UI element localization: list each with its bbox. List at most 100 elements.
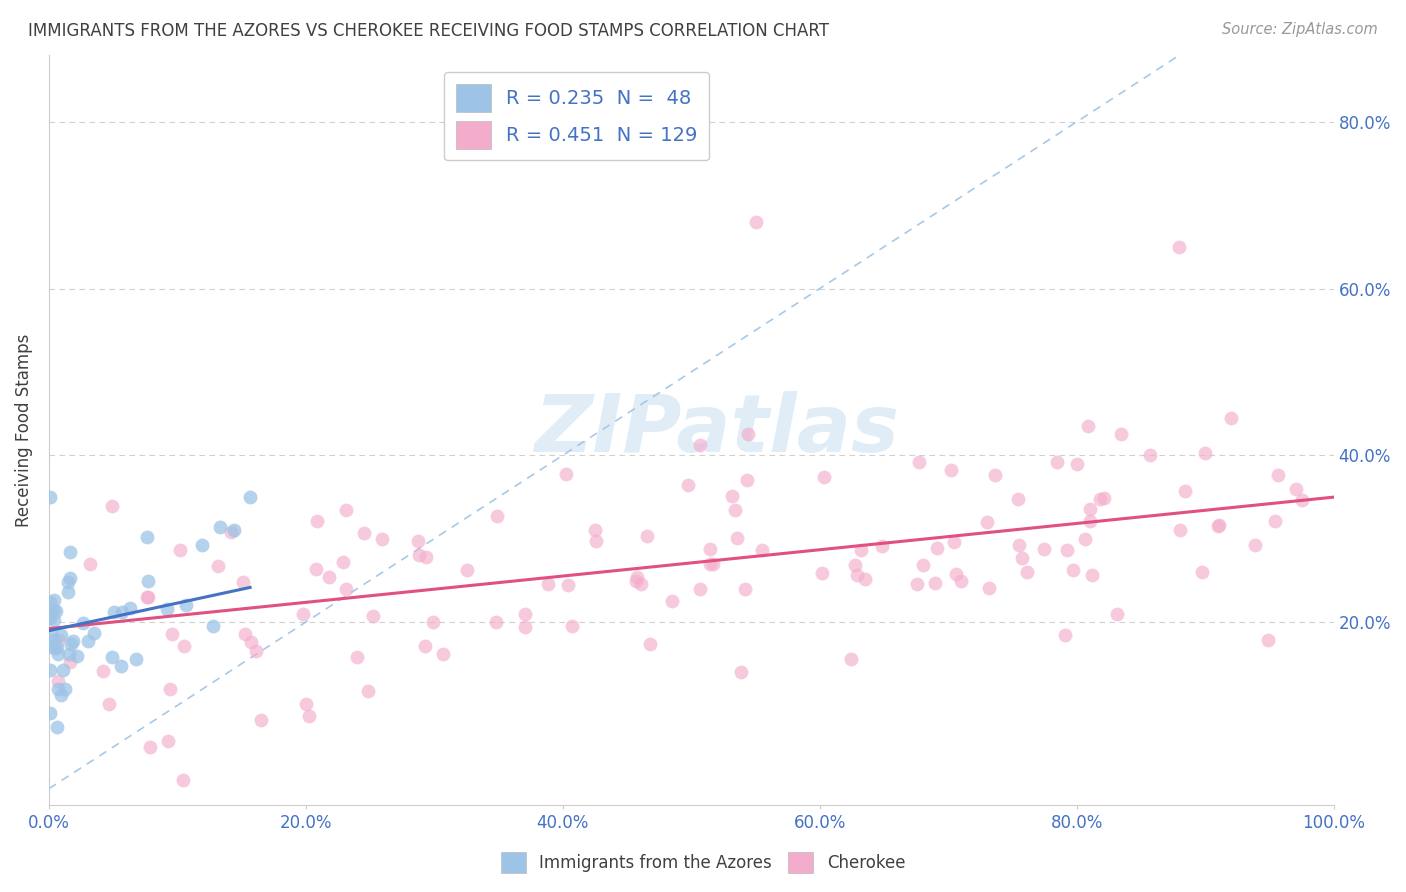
Point [1007, 491, 1029, 506]
Point [353, 526, 375, 541]
Point [636, 529, 658, 543]
Point [979, 582, 1001, 596]
Point [297, 709, 319, 723]
Point [927, 541, 949, 555]
Point [346, 650, 368, 665]
Point [1054, 628, 1077, 642]
Point [371, 532, 394, 546]
Point [630, 577, 652, 591]
Point [318, 569, 340, 583]
Point [136, 574, 159, 588]
Point [201, 619, 224, 633]
Point [136, 530, 159, 544]
Point [39, 663, 62, 677]
Point [72, 615, 94, 630]
Point [44, 603, 66, 617]
Point [699, 557, 721, 571]
Point [111, 605, 134, 619]
Point [699, 542, 721, 557]
Point [1078, 502, 1101, 516]
Point [156, 733, 179, 747]
Point [44, 641, 66, 656]
Point [1062, 563, 1084, 577]
Point [624, 574, 647, 588]
Point [232, 575, 254, 590]
Point [513, 607, 536, 621]
Point [1080, 567, 1102, 582]
Point [702, 557, 724, 571]
Point [1257, 632, 1279, 647]
Point [59, 655, 82, 669]
Point [335, 582, 357, 596]
Point [239, 490, 262, 504]
Point [39, 595, 62, 609]
Point [39, 610, 62, 624]
Point [59, 545, 82, 559]
Point [39, 607, 62, 622]
Point [136, 591, 159, 605]
Point [734, 582, 756, 596]
Point [661, 593, 683, 607]
Point [191, 538, 214, 552]
Point [415, 550, 437, 565]
Legend: R = 0.235  N =  48, R = 0.451  N = 129: R = 0.235 N = 48, R = 0.451 N = 129 [444, 72, 710, 161]
Point [1264, 514, 1286, 528]
Point [207, 559, 229, 574]
Point [811, 566, 834, 580]
Point [846, 567, 869, 582]
Point [44, 613, 66, 627]
Point [432, 648, 454, 662]
Point [1194, 446, 1216, 460]
Point [730, 665, 752, 680]
Point [1033, 541, 1056, 556]
Point [41, 640, 63, 655]
Point [1244, 538, 1267, 552]
Point [45, 604, 67, 618]
Point [1066, 457, 1088, 471]
Point [1139, 448, 1161, 462]
Point [45, 720, 67, 734]
Point [295, 698, 318, 712]
Point [557, 578, 579, 592]
Point [49, 688, 72, 702]
Point [676, 477, 699, 491]
Point [209, 520, 232, 534]
Point [456, 563, 478, 577]
Point [58, 585, 80, 599]
Point [554, 467, 576, 481]
Text: Source: ZipAtlas.com: Source: ZipAtlas.com [1222, 22, 1378, 37]
Point [1074, 532, 1097, 546]
Point [844, 558, 866, 573]
Point [172, 773, 194, 788]
Point [945, 566, 967, 581]
Point [513, 620, 536, 634]
Point [1046, 455, 1069, 469]
Point [1174, 484, 1197, 499]
Point [49, 628, 72, 642]
Point [626, 570, 648, 584]
Point [160, 627, 183, 641]
Point [1011, 551, 1033, 566]
Point [536, 577, 558, 591]
Point [1107, 607, 1129, 622]
Point [39, 490, 62, 504]
Point [585, 533, 607, 548]
Point [174, 599, 197, 613]
Point [42, 592, 65, 607]
Point [135, 590, 157, 604]
Point [156, 602, 179, 616]
Point [52, 664, 75, 678]
Point [1092, 491, 1115, 505]
Point [357, 684, 380, 698]
Point [1090, 492, 1112, 507]
Y-axis label: Receiving Food Stamps: Receiving Food Stamps [15, 334, 32, 527]
Point [721, 489, 744, 503]
Text: IMMIGRANTS FROM THE AZORES VS CHEROKEE RECEIVING FOOD STAMPS CORRELATION CHART: IMMIGRANTS FROM THE AZORES VS CHEROKEE R… [28, 22, 830, 40]
Point [737, 427, 759, 442]
Point [851, 542, 873, 557]
Point [1015, 565, 1038, 579]
Point [485, 509, 508, 524]
Point [240, 635, 263, 649]
Point [422, 615, 444, 629]
Point [1220, 411, 1243, 425]
